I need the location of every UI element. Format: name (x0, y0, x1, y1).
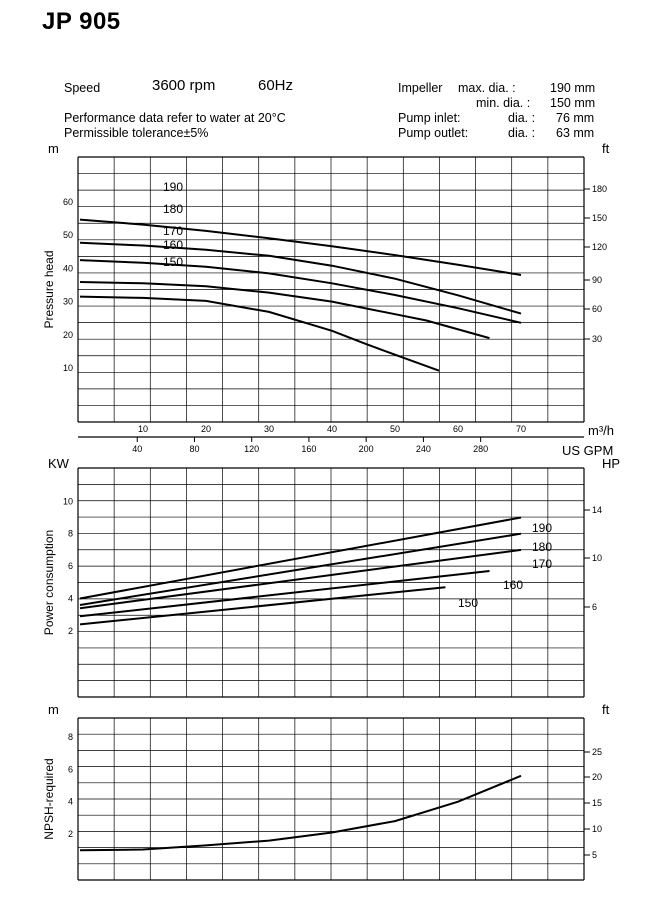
curve-160 (79, 570, 490, 618)
y-tick-label: 8 (68, 529, 73, 539)
y-tick-label: 2 (68, 626, 73, 636)
tolerance-note: Permissible tolerance±5% (64, 126, 209, 140)
curve-150 (79, 586, 446, 626)
y-tick-label: 6 (68, 561, 73, 571)
y-tick-right-label: 60 (592, 304, 602, 314)
impeller-label: Impeller (398, 81, 443, 95)
y-tick-label: 8 (68, 732, 73, 742)
y-unit-left: m (48, 141, 59, 156)
y-unit-left: m (48, 702, 59, 717)
inlet-dia-label: dia. : (508, 111, 536, 125)
y-tick-label: 4 (68, 594, 73, 604)
x-tick-label-m3h: 10 (138, 424, 148, 434)
max-dia-label: max. dia. : (458, 81, 516, 95)
inlet-dia-value: 76 mm (556, 111, 595, 125)
y-axis-label: Power consumption (42, 530, 56, 635)
min-dia-label: min. dia. : (476, 96, 531, 110)
outlet-dia-value: 63 mm (556, 126, 595, 140)
curve-label: 160 (503, 578, 523, 592)
speed-value: 3600 rpm (152, 77, 216, 94)
y-tick-right-label: 10 (592, 824, 602, 834)
pump-outlet-label: Pump outlet: (398, 126, 469, 140)
y-tick-right-label: 6 (592, 602, 597, 612)
y-tick-right-label: 120 (592, 242, 607, 252)
performance-note: Performance data refer to water at 20°C (64, 111, 286, 125)
page-title: JP 905 (42, 8, 121, 35)
x-tick-label-gpm: 200 (359, 444, 374, 454)
x-tick-label-gpm: 120 (244, 444, 259, 454)
outlet-dia-label: dia. : (508, 126, 536, 140)
curve-label: 170 (163, 224, 183, 238)
y-tick-label: 20 (63, 330, 73, 340)
curve-label: 190 (532, 521, 552, 535)
x-tick-label-gpm: 80 (189, 444, 199, 454)
y-tick-label: 2 (68, 829, 73, 839)
x-axis-unit-bottom: US GPM (562, 443, 613, 458)
frequency-value: 60Hz (258, 77, 294, 94)
x-axis-unit-top: m³/h (588, 423, 614, 438)
y-tick-right-label: 15 (592, 798, 602, 808)
x-tick-label-gpm: 160 (301, 444, 316, 454)
y-tick-right-label: 150 (592, 213, 607, 223)
x-tick-label-gpm: 40 (132, 444, 142, 454)
y-tick-label: 40 (63, 263, 73, 273)
y-unit-right: HP (602, 456, 620, 471)
max-dia-value: 190 mm (550, 81, 596, 95)
x-tick-label-m3h: 70 (516, 424, 526, 434)
y-tick-label: 10 (63, 363, 73, 373)
curve-npsh (79, 774, 522, 852)
speed-label: Speed (64, 81, 101, 95)
curve-label: 180 (532, 540, 552, 554)
y-tick-right-label: 25 (592, 747, 602, 757)
y-tick-label: 60 (63, 197, 73, 207)
y-unit-right: ft (602, 141, 610, 156)
curve-label: 150 (458, 596, 478, 610)
y-tick-label: 30 (63, 297, 73, 307)
y-tick-label: 50 (63, 230, 73, 240)
y-axis-label: Pressure head (42, 250, 56, 328)
x-tick-label-m3h: 40 (327, 424, 337, 434)
pump-inlet-label: Pump inlet: (398, 111, 461, 125)
y-tick-right-label: 5 (592, 850, 597, 860)
curve-label: 190 (163, 180, 183, 194)
curve-190 (79, 516, 522, 600)
curve-190 (79, 218, 522, 276)
x-tick-label-m3h: 30 (264, 424, 274, 434)
curve-180 (79, 241, 522, 315)
curve-180 (79, 532, 522, 606)
y-tick-right-label: 10 (592, 553, 602, 563)
curve-label: 170 (532, 557, 552, 571)
x-tick-label-gpm: 280 (473, 444, 488, 454)
y-tick-right-label: 30 (592, 334, 602, 344)
x-tick-label-m3h: 60 (453, 424, 463, 434)
curve-160 (79, 281, 490, 340)
y-tick-label: 6 (68, 764, 73, 774)
y-unit-right: ft (602, 702, 610, 717)
y-tick-right-label: 180 (592, 184, 607, 194)
x-tick-label-m3h: 20 (201, 424, 211, 434)
curve-label: 150 (163, 255, 183, 269)
curve-150 (79, 295, 440, 372)
y-tick-right-label: 14 (592, 505, 602, 515)
y-unit-left: KW (48, 456, 70, 471)
curve-label: 180 (163, 202, 183, 216)
y-tick-label: 4 (68, 797, 73, 807)
curve-170 (79, 548, 522, 610)
y-axis-label: NPSH-required (42, 758, 56, 839)
y-tick-right-label: 90 (592, 275, 602, 285)
curve-170 (79, 259, 522, 324)
x-tick-label-m3h: 50 (390, 424, 400, 434)
x-tick-label-gpm: 240 (416, 444, 431, 454)
y-tick-right-label: 20 (592, 772, 602, 782)
y-tick-label: 10 (63, 496, 73, 506)
curve-label: 160 (163, 238, 183, 252)
min-dia-value: 150 mm (550, 96, 596, 110)
